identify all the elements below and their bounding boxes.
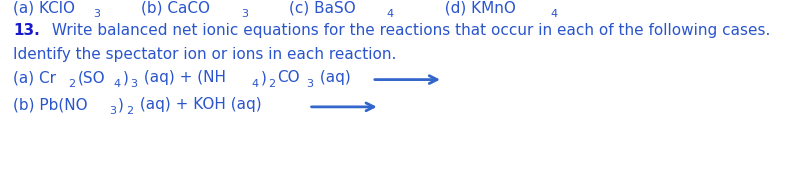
Text: (b) Pb(NO: (b) Pb(NO — [13, 98, 88, 112]
Text: CO: CO — [277, 70, 300, 85]
Text: ): ) — [122, 70, 128, 85]
Text: ): ) — [261, 70, 266, 85]
Text: 4: 4 — [114, 79, 121, 89]
Text: 3: 3 — [93, 9, 100, 19]
Text: (aq) + KOH (aq): (aq) + KOH (aq) — [135, 98, 262, 112]
Text: (aq): (aq) — [316, 70, 351, 85]
Text: 2: 2 — [68, 79, 76, 89]
Text: 4: 4 — [551, 9, 558, 19]
Text: Write balanced net ionic equations for the reactions that occur in each of the f: Write balanced net ionic equations for t… — [47, 23, 771, 38]
Text: ): ) — [118, 98, 124, 112]
Text: Identify the spectator ion or ions in each reaction.: Identify the spectator ion or ions in ea… — [13, 47, 396, 62]
Text: (a) Cr: (a) Cr — [13, 70, 56, 85]
Text: (aq) + (NH: (aq) + (NH — [139, 70, 226, 85]
Text: (SO: (SO — [77, 70, 105, 85]
Text: 2: 2 — [126, 106, 133, 116]
Text: (a) KClO: (a) KClO — [13, 0, 75, 15]
Text: 2: 2 — [268, 79, 275, 89]
Text: (c) BaSO: (c) BaSO — [250, 0, 356, 15]
Text: 13.: 13. — [13, 23, 39, 38]
Text: (d) KMnO: (d) KMnO — [396, 0, 516, 15]
Text: 3: 3 — [130, 79, 137, 89]
Text: 3: 3 — [109, 106, 116, 116]
Text: 4: 4 — [251, 79, 258, 89]
Text: 4: 4 — [386, 9, 394, 19]
Text: (b) CaCO: (b) CaCO — [102, 0, 210, 15]
Text: 3: 3 — [242, 9, 248, 19]
Text: 3: 3 — [307, 79, 313, 89]
